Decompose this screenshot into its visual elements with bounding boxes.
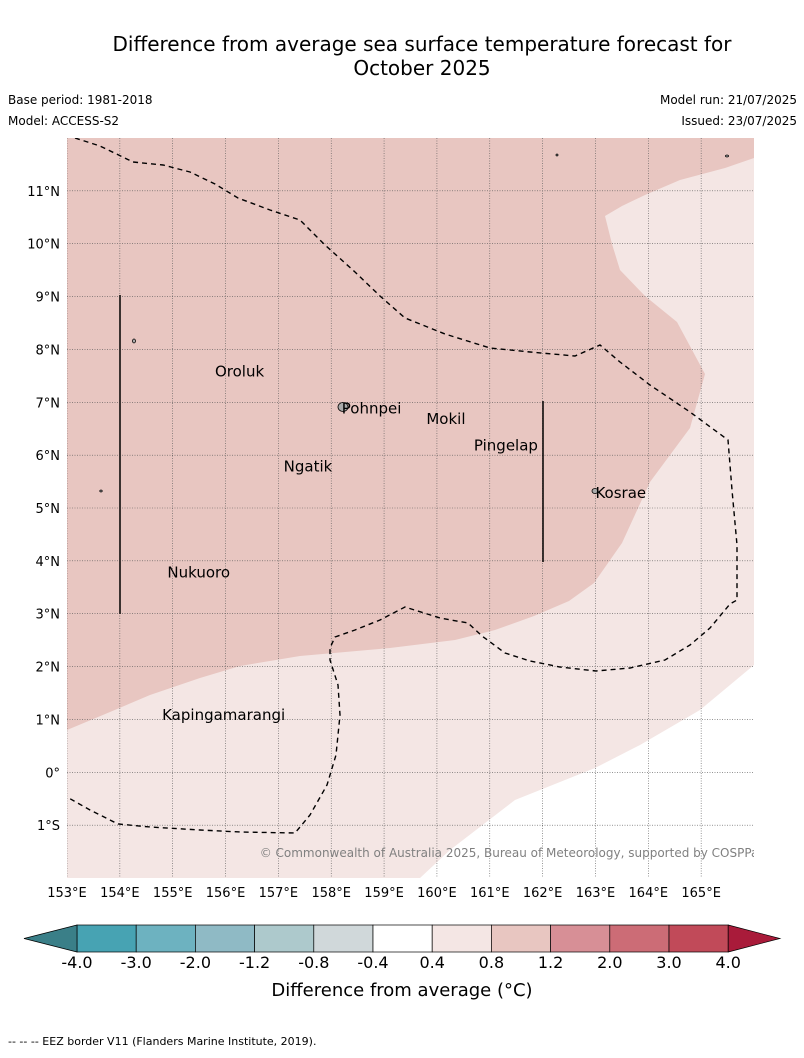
atoll-shape-4 — [725, 154, 729, 158]
place-label-pohnpei: Pohnpei — [342, 400, 402, 418]
colorbar-segment — [550, 924, 611, 953]
colorbar-segment — [135, 924, 196, 953]
colorbar-tick-label: 3.0 — [656, 953, 681, 972]
place-labels: Oroluk Pohnpei Mokil Pingelap Ngatik Kosrae Nu… — [162, 363, 646, 725]
lon-tick-label: 164°E — [629, 886, 669, 901]
place-label-oroluk: Oroluk — [215, 363, 264, 381]
lat-tick-label: 6°N — [36, 449, 61, 464]
lat-tick-label: 1°S — [37, 819, 60, 834]
lon-tick-label: 157°E — [259, 886, 299, 901]
colorbar-title: Difference from average (°C) — [271, 980, 533, 1001]
model-run: Model run: 21/07/2025 — [659, 93, 797, 107]
lat-tick-label: 10°N — [27, 238, 60, 253]
colorbar-tick-label: 4.0 — [715, 953, 740, 972]
lon-tick-label: 155°E — [153, 886, 193, 901]
lon-tick-label: 162°E — [523, 886, 563, 901]
issued-date: Issued: 23/07/2025 — [681, 114, 797, 128]
map-gridlines — [67, 138, 754, 878]
chart-title: Difference from average sea surface temp… — [40, 32, 804, 80]
footer-note: -- -- -- EEZ border V11 (Flanders Marine… — [8, 1035, 317, 1048]
title-line-2: October 2025 — [353, 56, 491, 80]
atoll-shape — [132, 338, 136, 344]
anomaly-band-0.8-1.2 — [67, 138, 754, 730]
colorbar-tick-label: 1.2 — [538, 953, 563, 972]
kosrae-island-shape — [591, 488, 599, 494]
lon-tick-label: 165°E — [681, 886, 721, 901]
colorbar-tick-label: 2.0 — [597, 953, 622, 972]
place-label-nukuoro: Nukuoro — [167, 563, 230, 581]
lat-tick-label: 2°N — [36, 661, 61, 676]
colorbar-segment — [668, 924, 729, 953]
eez-border — [67, 138, 738, 834]
map-area: Oroluk Pohnpei Mokil Pingelap Ngatik Kosrae Nu… — [67, 138, 765, 878]
lat-tick-label: 3°N — [36, 608, 61, 623]
place-label-pingelap: Pingelap — [474, 437, 538, 455]
atoll-shape-3 — [555, 153, 559, 157]
lat-tick-label: 4°N — [36, 555, 61, 570]
longitude-tick-labels: 153°E 154°E 155°E 156°E 157°E 158°E 159°E 160°E… — [47, 886, 721, 901]
colorbar-under-arrow — [23, 924, 78, 953]
colorbar-segment — [431, 924, 492, 953]
eez-border-north — [67, 138, 738, 834]
lat-tick-label: 9°N — [36, 291, 61, 306]
lon-tick-label: 153°E — [47, 886, 87, 901]
place-label-kapingamarangi: Kapingamarangi — [162, 706, 285, 724]
map-svg: Oroluk Pohnpei Mokil Pingelap Ngatik Kosrae Nu… — [23, 138, 782, 972]
colorbar-tick-label: -4.0 — [61, 953, 92, 972]
model-name: Model: ACCESS-S2 — [8, 114, 120, 128]
colorbar-over-arrow — [727, 924, 782, 953]
colorbar-segment — [195, 924, 255, 953]
colorbar: -4.0 -3.0 -2.0 -1.2 -0.8 -0.4 0.4 0.8 1.2 2.0 3.0 4… — [23, 924, 782, 972]
atoll-shape-2 — [99, 489, 103, 493]
colorbar-tick-label: 0.8 — [479, 953, 504, 972]
place-label-mokil: Mokil — [426, 410, 465, 428]
lon-tick-label: 154°E — [100, 886, 140, 901]
lon-tick-label: 160°E — [417, 886, 457, 901]
copyright-note: © Commonwealth of Australia 2025, Bureau… — [260, 846, 765, 860]
colorbar-segment — [76, 924, 137, 953]
colorbar-segment — [609, 924, 670, 953]
lon-tick-label: 158°E — [311, 886, 351, 901]
lon-tick-label: 159°E — [364, 886, 404, 901]
lat-tick-label: 7°N — [36, 396, 61, 411]
colorbar-tick-label: -2.0 — [180, 953, 211, 972]
lat-tick-label: 0° — [45, 766, 60, 781]
lat-tick-label: 11°N — [27, 185, 60, 200]
base-period: Base period: 1981-2018 — [8, 93, 153, 107]
lon-tick-label: 156°E — [206, 886, 246, 901]
pohnpei-island-shape — [337, 402, 349, 412]
colorbar-tick-label: 0.4 — [419, 953, 444, 972]
lat-tick-label: 8°N — [36, 343, 61, 358]
lon-tick-label: 163°E — [576, 886, 616, 901]
colorbar-tick-label: -3.0 — [121, 953, 152, 972]
title-line-1: Difference from average sea surface temp… — [112, 32, 732, 56]
latitude-tick-labels: 11°N 10°N 9°N 8°N 7°N 6°N 5°N 4°N 3°N 2°N 1°N 0° 1°S — [27, 185, 60, 834]
place-label-ngatik: Ngatik — [284, 458, 333, 476]
lat-tick-label: 1°N — [36, 713, 61, 728]
colorbar-tick-label: -0.8 — [298, 953, 329, 972]
lat-tick-label: 5°N — [36, 502, 61, 517]
lon-tick-label: 161°E — [470, 886, 510, 901]
colorbar-segment — [372, 924, 433, 953]
place-label-kosrae: Kosrae — [595, 484, 646, 502]
colorbar-tick-label: -0.4 — [357, 953, 388, 972]
colorbar-segment — [313, 924, 374, 953]
colorbar-segment — [254, 924, 315, 953]
colorbar-segment — [491, 924, 551, 953]
islands — [99, 153, 729, 494]
colorbar-tick-label: -1.2 — [239, 953, 270, 972]
